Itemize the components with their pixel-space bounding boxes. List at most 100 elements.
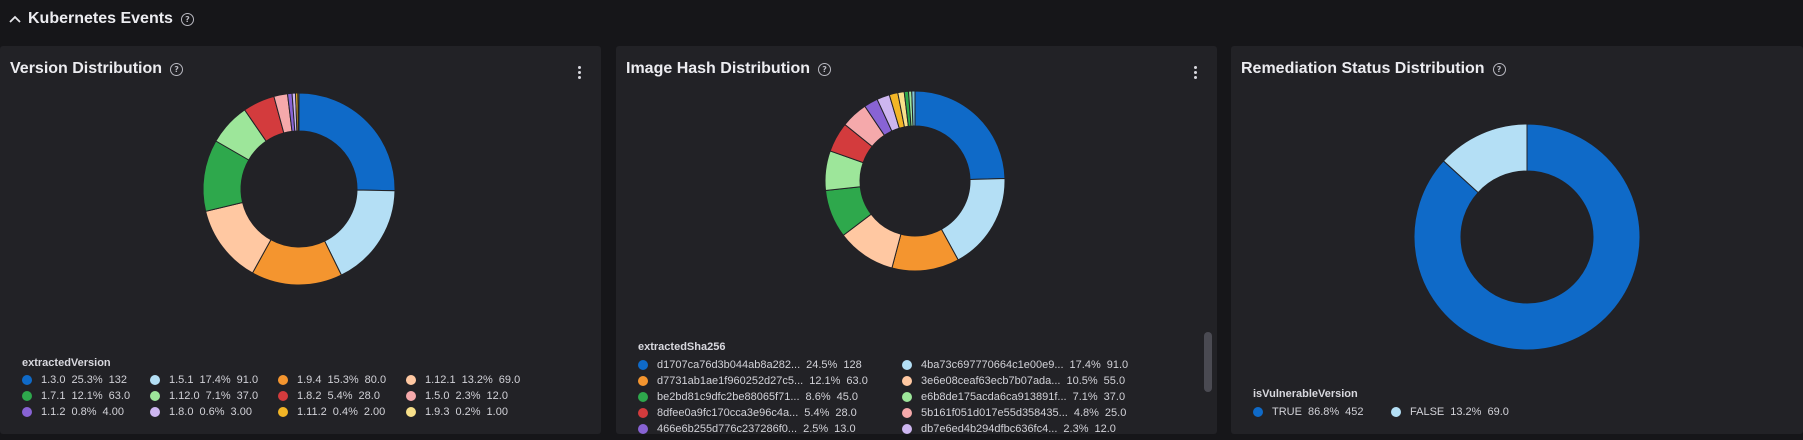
help-icon[interactable]: ? — [180, 12, 194, 26]
legend-title: isVulnerableVersion — [1253, 388, 1358, 400]
legend-percent: 7.1% — [205, 390, 231, 402]
legend-percent: 17.4% — [1069, 359, 1101, 371]
legend-item[interactable]: 1.5.1 17.4% 91.0 — [150, 373, 278, 387]
legend-item[interactable]: db7e6ed4b294dfbc636fc4... 2.3% 12.0 — [902, 422, 1172, 434]
help-icon[interactable]: ? — [170, 62, 184, 76]
legend-item[interactable]: 3e6e08ceaf63ecb7b07ada... 10.5% 55.0 — [902, 374, 1172, 388]
legend-color-dot — [278, 391, 288, 401]
legend-item[interactable]: FALSE 13.2% 69.0 — [1391, 405, 1529, 419]
legend-percent: 2.3% — [455, 390, 481, 402]
legend-percent: 0.2% — [455, 406, 481, 418]
legend-color-dot — [638, 392, 648, 402]
legend-item[interactable]: 1.9.3 0.2% 1.00 — [406, 405, 534, 419]
panel-menu-kebab-icon[interactable] — [1187, 62, 1203, 82]
legend-percent: 86.8% — [1307, 406, 1340, 418]
legend-item[interactable]: 1.12.1 13.2% 69.0 — [406, 373, 534, 387]
panel-title: Version Distribution — [10, 60, 163, 77]
legend-title: extractedSha256 — [638, 341, 726, 353]
version-donut-chart — [202, 92, 396, 286]
version-distribution-panel: Version Distribution ? extractedVersion … — [0, 46, 601, 434]
legend-value: 91.0 — [1106, 359, 1129, 371]
legend-label: 5b161f051d017e55d358435... — [921, 407, 1068, 419]
legend-label: 1.3.0 — [41, 374, 66, 386]
legend-color-dot — [638, 360, 648, 370]
legend-label: db7e6ed4b294dfbc636fc4... — [921, 423, 1058, 434]
legend-color-dot — [638, 424, 648, 434]
donut-slice[interactable] — [1442, 123, 1528, 194]
legend-percent: 25.3% — [71, 374, 103, 386]
legend-scrollbar[interactable] — [1204, 332, 1212, 392]
legend-color-dot — [150, 391, 160, 401]
legend-value: 13.0 — [834, 423, 856, 434]
legend-label: 8dfee0a9fc170cca3e96c4a... — [657, 407, 799, 419]
legend-color-dot — [22, 391, 32, 401]
legend-item[interactable]: TRUE 86.8% 452 — [1253, 405, 1391, 419]
panel-menu-kebab-icon[interactable] — [571, 62, 587, 82]
legend-item[interactable]: 4ba73c697770664c1e00e9... 17.4% 91.0 — [902, 358, 1172, 372]
donut-slice[interactable] — [914, 90, 1006, 181]
legend-title: extractedVersion — [22, 357, 111, 369]
legend-color-dot — [638, 376, 648, 386]
legend-item[interactable]: 5b161f051d017e55d358435... 4.8% 25.0 — [902, 406, 1172, 420]
remediation-legend: isVulnerableVersion TRUE 86.8% 452 FALSE 13.… — [1253, 388, 1529, 419]
legend-value: 37.0 — [1103, 391, 1126, 403]
legend-percent: 15.3% — [327, 374, 359, 386]
legend-label: d1707ca76d3b044ab8a282... — [657, 359, 801, 371]
legend-item[interactable]: 1.7.1 12.1% 63.0 — [22, 389, 150, 403]
legend-percent: 0.6% — [199, 406, 225, 418]
legend-label: 3e6e08ceaf63ecb7b07ada... — [921, 375, 1061, 387]
legend-color-dot — [278, 375, 288, 385]
legend-grid: TRUE 86.8% 452 FALSE 13.2% 69.0 — [1253, 405, 1529, 419]
legend-percent: 12.1% — [71, 390, 103, 402]
collapse-chevron-up-icon[interactable] — [4, 14, 26, 24]
version-legend: extractedVersion 1.3.0 25.3% 132 1.5.1 17.4%… — [22, 357, 534, 419]
legend-value: 452 — [1345, 406, 1364, 418]
legend-value: 132 — [108, 374, 128, 386]
section-title: Kubernetes Events — [28, 10, 173, 27]
legend-item[interactable]: 1.8.0 0.6% 3.00 — [150, 405, 278, 419]
legend-grid: 1.3.0 25.3% 132 1.5.1 17.4% 91.0 1.9.4 15.3% 80.… — [22, 373, 534, 419]
legend-percent: 0.8% — [71, 406, 97, 418]
image-hash-legend: extractedSha256 d1707ca76d3b044ab8a282..… — [638, 341, 1198, 434]
legend-item[interactable]: 1.1.2 0.8% 4.00 — [22, 405, 150, 419]
help-icon[interactable]: ? — [818, 62, 832, 76]
legend-color-dot — [902, 376, 912, 386]
legend-percent: 24.5% — [806, 359, 838, 371]
legend-label: 4ba73c697770664c1e00e9... — [921, 359, 1064, 371]
donut-slice[interactable] — [1413, 123, 1641, 351]
donut-slice[interactable] — [297, 92, 300, 132]
help-icon[interactable]: ? — [1492, 62, 1506, 76]
legend-value: 91.0 — [236, 374, 259, 386]
remediation-donut-chart — [1413, 123, 1641, 351]
legend-value: 25.0 — [1104, 407, 1127, 419]
legend-item[interactable]: 8dfee0a9fc170cca3e96c4a... 5.4% 28.0 — [638, 406, 902, 420]
legend-percent: 10.5% — [1066, 375, 1098, 387]
legend-color-dot — [902, 424, 912, 434]
panel-title: Remediation Status Distribution — [1241, 60, 1485, 77]
legend-item[interactable]: 1.11.2 0.4% 2.00 — [278, 405, 406, 419]
legend-color-dot — [150, 407, 160, 417]
legend-item[interactable]: d1707ca76d3b044ab8a282... 24.5% 128 — [638, 358, 902, 372]
legend-item[interactable]: 1.8.2 5.4% 28.0 — [278, 389, 406, 403]
legend-value: 4.00 — [102, 406, 124, 418]
legend-item[interactable]: be2bd81c9dfc2be88065f71... 8.6% 45.0 — [638, 390, 902, 404]
panel-title: Image Hash Distribution — [626, 60, 811, 77]
legend-item[interactable]: 1.9.4 15.3% 80.0 — [278, 373, 406, 387]
legend-item[interactable]: 1.3.0 25.3% 132 — [22, 373, 150, 387]
legend-value: 55.0 — [1103, 375, 1126, 387]
legend-label: 1.11.2 — [297, 406, 327, 418]
legend-color-dot — [22, 407, 32, 417]
legend-item[interactable]: 1.5.0 2.3% 12.0 — [406, 389, 534, 403]
legend-item[interactable]: d7731ab1ae1f960252d27c5... 12.1% 63.0 — [638, 374, 902, 388]
legend-item[interactable]: e6b8de175acda6ca913891f... 7.1% 37.0 — [902, 390, 1172, 404]
donut-slice[interactable] — [911, 90, 916, 127]
legend-item[interactable]: 1.12.0 7.1% 37.0 — [150, 389, 278, 403]
legend-label: 1.7.1 — [41, 390, 66, 402]
donut-slice[interactable] — [298, 92, 396, 192]
legend-color-dot — [902, 408, 912, 418]
legend-label: FALSE — [1410, 406, 1445, 418]
panel-title-wrap: Image Hash Distribution ? — [626, 60, 832, 78]
legend-label: be2bd81c9dfc2be88065f71... — [657, 391, 800, 403]
remediation-status-distribution-panel: Remediation Status Distribution ? isVuln… — [1231, 46, 1803, 434]
legend-item[interactable]: 466e6b255d776c237286f0... 2.5% 13.0 — [638, 422, 902, 434]
